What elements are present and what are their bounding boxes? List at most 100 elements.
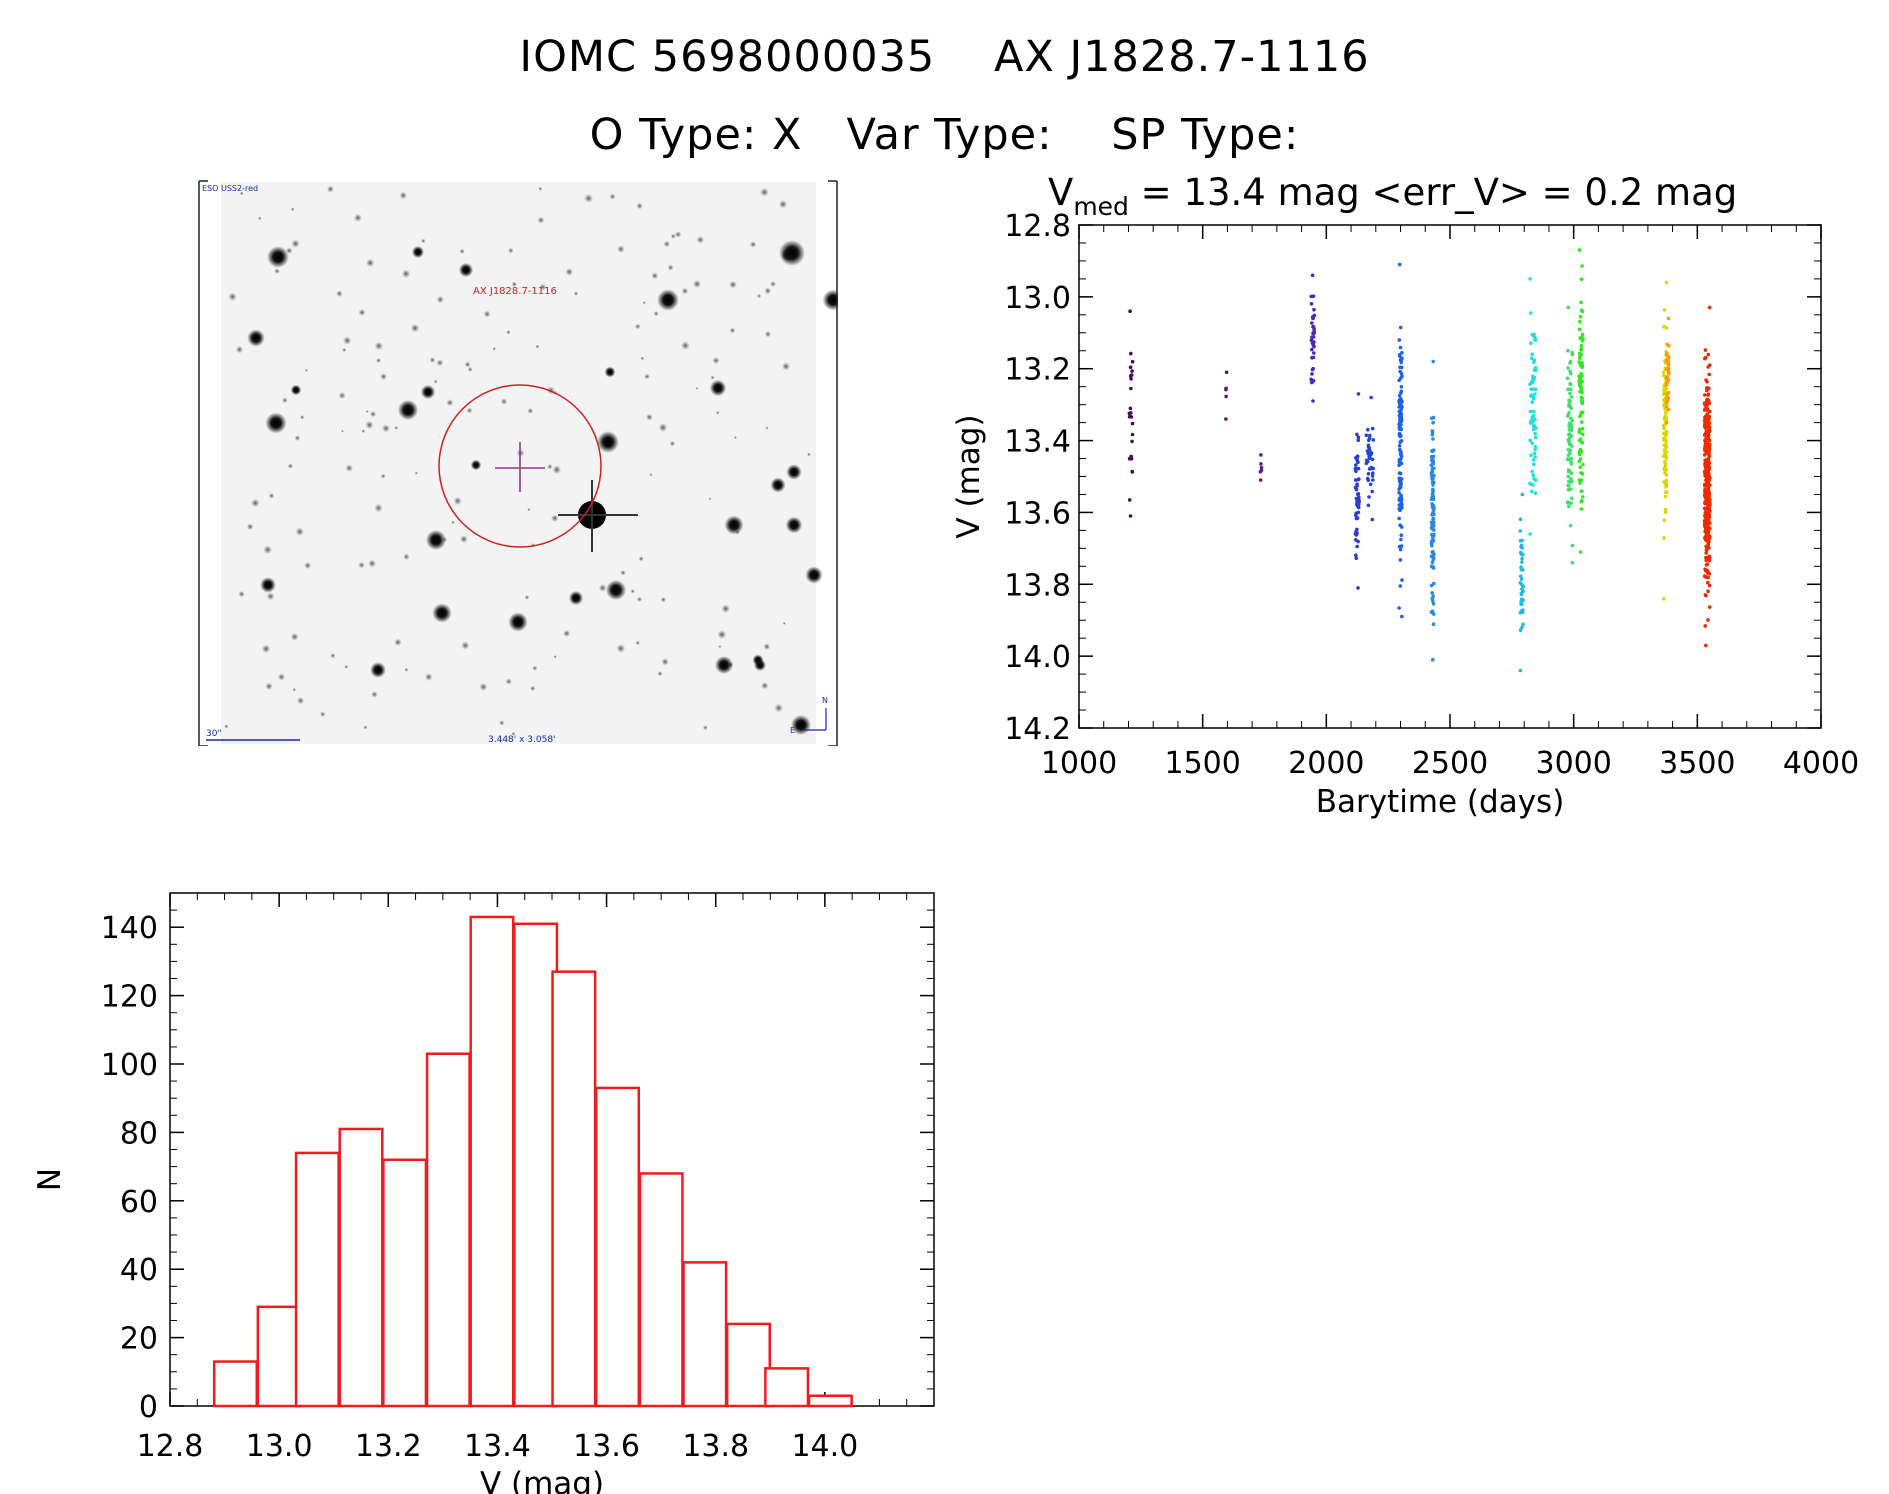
lc-point [1531, 409, 1536, 414]
lc-point [1579, 471, 1583, 475]
lc-point [1704, 421, 1709, 425]
lc-point [1702, 469, 1707, 474]
lc-point [1705, 487, 1709, 492]
lc-point [1703, 463, 1707, 468]
lc-point [1706, 540, 1710, 545]
lc-point [1431, 622, 1436, 626]
lc-point [1665, 375, 1669, 379]
field-star [568, 590, 584, 606]
lc-point [1369, 451, 1374, 455]
lc-point [1398, 483, 1402, 488]
field-star [749, 241, 757, 248]
lc-point [1312, 340, 1316, 344]
lc-point [1708, 476, 1712, 480]
field-star [291, 239, 300, 248]
lc-point [1129, 456, 1134, 461]
lc-point [1431, 483, 1435, 487]
field-star [265, 412, 287, 434]
field-star [724, 515, 744, 535]
lc-point [1399, 481, 1403, 486]
error-circle [438, 384, 602, 548]
lc-point [1397, 422, 1401, 427]
lc-point [1706, 446, 1711, 450]
lc-ytick-label: 13.6 [1004, 496, 1071, 531]
lc-point [1702, 433, 1707, 437]
lc-point [1568, 523, 1573, 528]
lc-point [1703, 448, 1707, 453]
field-star [681, 287, 689, 295]
lc-point [1662, 453, 1667, 457]
lc-point [1703, 514, 1707, 518]
field-star [709, 379, 727, 397]
lc-point [1311, 399, 1315, 403]
lc-point [1128, 374, 1133, 378]
field-star [598, 583, 607, 592]
field-star [340, 429, 345, 433]
lc-point [1353, 478, 1358, 482]
lc-point [1310, 372, 1314, 376]
lc-point [1704, 538, 1708, 542]
lc-point [1704, 544, 1708, 549]
lc-point [1578, 457, 1583, 461]
lc-point [1367, 438, 1371, 443]
lc-point [1397, 393, 1402, 398]
lc-point [1520, 610, 1525, 614]
lc-point [1354, 496, 1359, 501]
field-star [265, 682, 273, 691]
lc-point [1704, 475, 1709, 479]
field-star [330, 653, 336, 659]
lc-point [1707, 514, 1712, 519]
lc-point [1312, 313, 1317, 318]
field-star [754, 659, 766, 671]
lc-point [1706, 546, 1711, 550]
lc-point [1224, 386, 1228, 391]
lc-point [1519, 597, 1524, 602]
lc-point [1580, 264, 1584, 268]
lc-point [1398, 434, 1402, 438]
field-star [756, 293, 762, 299]
lc-point [1566, 447, 1571, 452]
lc-point [1432, 466, 1436, 471]
lc-point [1706, 393, 1711, 397]
lc-point [1707, 465, 1712, 470]
lc-point [1400, 525, 1404, 529]
lc-point [1703, 491, 1708, 495]
lc-point [1705, 440, 1709, 445]
lc-point [1663, 490, 1668, 495]
field-star [695, 386, 699, 390]
lc-point [1664, 376, 1668, 381]
lc-point [1432, 474, 1436, 478]
lc-point [1432, 480, 1436, 485]
lc-point [1569, 460, 1573, 465]
lc-title: Vmed = 13.4 mag <err_V> = 0.2 mag [1048, 171, 1737, 221]
lc-point [1432, 612, 1436, 616]
field-star [529, 685, 536, 692]
lc-point [1579, 361, 1583, 366]
lc-point [1398, 424, 1402, 429]
lc-point [1354, 463, 1358, 467]
lc-point [1664, 402, 1669, 406]
lc-point [1703, 488, 1707, 492]
field-star [527, 407, 534, 414]
lc-point [1706, 443, 1710, 447]
lc-point [1432, 521, 1436, 525]
lc-point [1364, 461, 1369, 466]
lc-point [1533, 478, 1538, 482]
lc-point [1666, 367, 1671, 371]
lc-point [1664, 483, 1668, 488]
lc-point [1569, 395, 1574, 399]
lc-point [1664, 383, 1669, 387]
lc-point [1702, 418, 1707, 423]
lc-point [1364, 433, 1369, 438]
lc-point [1367, 449, 1372, 453]
lc-point [1705, 507, 1709, 512]
lc-point [1518, 628, 1523, 632]
lc-point [1569, 501, 1573, 505]
lc-point [1368, 453, 1373, 457]
lc-point [1397, 516, 1401, 521]
lc-point [1566, 500, 1570, 504]
lc-point [1398, 345, 1403, 350]
lc-point [1703, 414, 1708, 419]
lc-point [1705, 483, 1709, 487]
lc-point [1707, 450, 1711, 455]
